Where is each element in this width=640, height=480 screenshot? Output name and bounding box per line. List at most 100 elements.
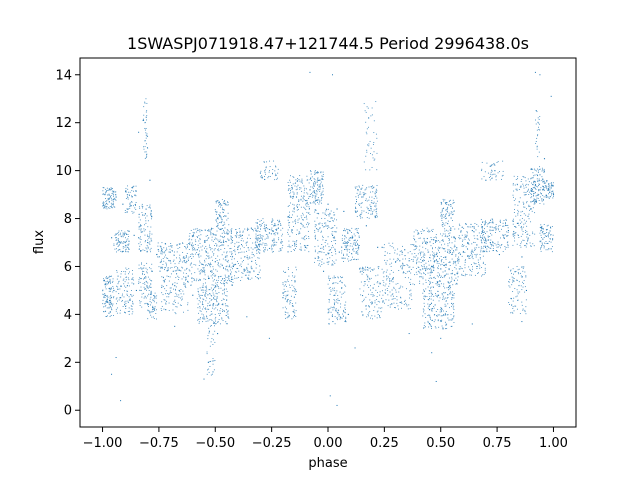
data-point	[453, 246, 455, 248]
data-point	[225, 215, 227, 217]
data-point	[398, 270, 400, 271]
data-point	[223, 229, 224, 231]
data-point	[317, 189, 319, 191]
data-point	[224, 235, 226, 237]
data-point	[507, 224, 509, 226]
data-point	[441, 325, 443, 327]
data-point	[283, 270, 284, 272]
data-point	[533, 182, 535, 184]
data-point	[143, 114, 145, 116]
data-point	[366, 305, 367, 307]
data-point	[112, 204, 114, 206]
data-point	[147, 239, 149, 241]
data-point	[315, 196, 317, 197]
data-point	[449, 251, 451, 253]
data-point	[326, 258, 328, 260]
data-point	[176, 244, 178, 245]
data-point	[163, 247, 165, 249]
data-point	[279, 248, 281, 250]
data-point	[448, 200, 450, 202]
data-point	[337, 313, 339, 315]
data-point	[419, 280, 421, 282]
data-point	[271, 227, 273, 229]
data-point	[133, 185, 135, 187]
data-point	[455, 264, 457, 266]
data-point	[290, 300, 292, 301]
data-point	[540, 226, 542, 228]
data-point	[328, 250, 330, 251]
data-point	[330, 217, 332, 219]
data-point	[159, 261, 161, 263]
data-point	[210, 360, 212, 362]
data-point	[378, 307, 380, 309]
data-point	[229, 264, 231, 266]
data-point	[546, 187, 548, 189]
data-point	[183, 293, 185, 295]
data-point	[309, 202, 311, 204]
data-point	[416, 258, 418, 260]
data-point	[428, 314, 430, 316]
data-point	[522, 231, 524, 232]
data-point	[202, 270, 204, 271]
data-point	[158, 266, 160, 268]
data-point	[373, 159, 375, 161]
data-point	[481, 241, 483, 243]
data-point	[450, 287, 452, 288]
data-point	[533, 203, 535, 205]
data-point	[454, 244, 456, 246]
data-point	[541, 178, 543, 180]
data-point	[227, 269, 229, 271]
data-point	[505, 222, 506, 224]
data-point	[231, 280, 232, 282]
data-point	[513, 200, 515, 201]
data-point	[332, 307, 334, 309]
data-point	[475, 247, 477, 249]
data-point	[485, 246, 486, 248]
data-point	[144, 101, 146, 103]
data-point	[176, 306, 178, 308]
data-point	[218, 303, 220, 305]
data-point	[230, 229, 232, 231]
data-point	[485, 250, 487, 252]
data-point	[473, 262, 475, 264]
data-point	[212, 228, 214, 230]
data-point	[470, 264, 472, 265]
data-point	[211, 277, 213, 279]
data-point	[222, 278, 224, 280]
data-point	[527, 239, 529, 241]
data-point	[200, 289, 202, 291]
data-point	[273, 160, 275, 162]
data-point	[444, 287, 446, 289]
data-point	[150, 210, 152, 211]
data-point	[361, 270, 363, 272]
data-point	[317, 245, 319, 247]
data-point	[147, 287, 149, 289]
data-point	[150, 296, 152, 298]
data-point	[258, 251, 260, 253]
data-point	[280, 224, 282, 226]
data-point	[139, 241, 141, 243]
data-point	[230, 231, 232, 233]
data-point	[474, 254, 476, 256]
data-point	[448, 204, 450, 206]
data-point	[151, 270, 153, 272]
data-point	[495, 244, 497, 246]
data-point	[466, 235, 468, 237]
data-point	[322, 235, 323, 237]
data-point	[328, 252, 330, 254]
data-point	[333, 282, 335, 284]
data-point	[256, 245, 257, 247]
data-point	[334, 248, 336, 250]
data-point	[504, 238, 505, 240]
data-point	[204, 294, 206, 296]
data-point	[516, 222, 518, 224]
data-point	[507, 244, 509, 246]
data-point	[242, 240, 244, 242]
data-point	[215, 282, 217, 284]
data-point	[396, 302, 398, 304]
data-point	[145, 247, 147, 249]
data-point	[345, 317, 347, 319]
data-point	[211, 313, 213, 315]
data-point	[507, 227, 509, 229]
data-point	[355, 207, 357, 209]
